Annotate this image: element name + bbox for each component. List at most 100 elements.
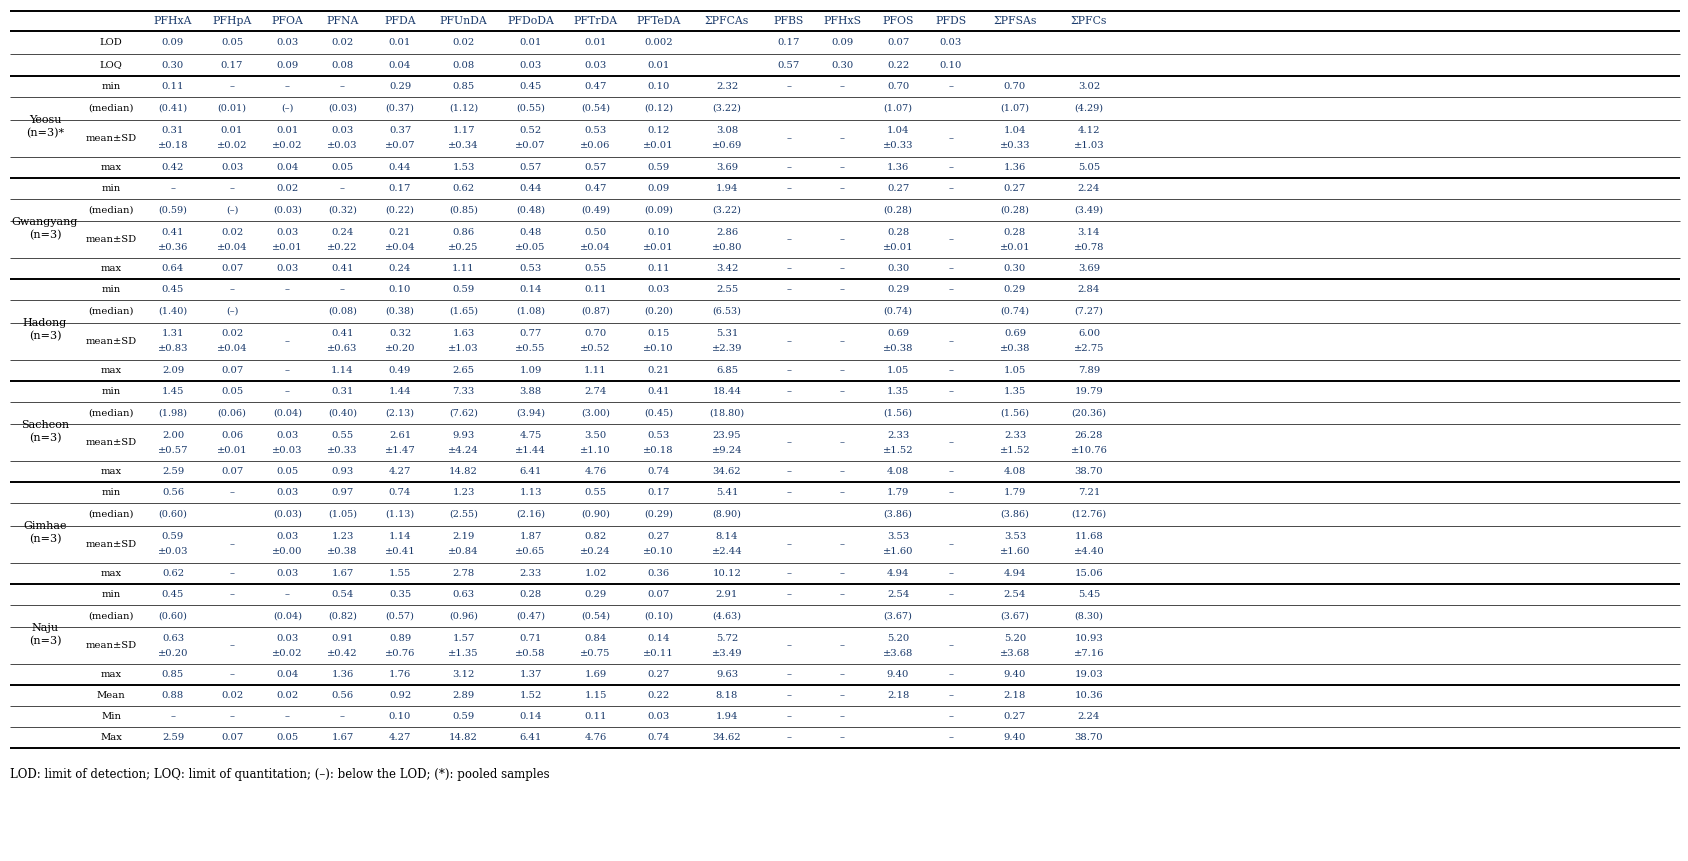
Text: Mean: Mean	[96, 691, 125, 700]
Text: 2.33: 2.33	[1004, 430, 1026, 440]
Text: 3.12: 3.12	[452, 670, 474, 679]
Text: ±0.18: ±0.18	[643, 446, 674, 455]
Text: 0.21: 0.21	[647, 366, 670, 375]
Text: –: –	[949, 438, 954, 447]
Text: –: –	[839, 590, 844, 598]
Text: (0.54): (0.54)	[581, 104, 609, 113]
Text: 7.33: 7.33	[452, 387, 474, 396]
Text: min: min	[101, 285, 120, 294]
Text: –: –	[949, 183, 954, 193]
Text: 0.03: 0.03	[584, 60, 606, 70]
Text: –: –	[949, 285, 954, 294]
Text: –: –	[787, 569, 792, 578]
Text: –: –	[230, 590, 235, 598]
Text: min: min	[101, 387, 120, 396]
Text: ±9.24: ±9.24	[712, 446, 743, 455]
Text: 0.88: 0.88	[162, 691, 184, 700]
Text: 0.59: 0.59	[162, 532, 184, 542]
Text: ±0.63: ±0.63	[327, 344, 358, 353]
Text: 0.47: 0.47	[584, 183, 606, 193]
Text: (1.08): (1.08)	[517, 307, 545, 316]
Text: 0.44: 0.44	[520, 183, 542, 193]
Text: 0.02: 0.02	[221, 691, 243, 700]
Text: 0.002: 0.002	[645, 38, 674, 47]
Text: ±2.39: ±2.39	[712, 344, 743, 353]
Text: 0.02: 0.02	[277, 691, 299, 700]
Text: 6.85: 6.85	[716, 366, 738, 375]
Text: –: –	[230, 569, 235, 578]
Text: 1.52: 1.52	[520, 691, 542, 700]
Text: 3.69: 3.69	[1079, 264, 1101, 273]
Text: –: –	[839, 235, 844, 245]
Text: min: min	[101, 83, 120, 91]
Text: 19.03: 19.03	[1075, 670, 1104, 679]
Text: –: –	[787, 540, 792, 548]
Text: ±0.01: ±0.01	[883, 243, 913, 251]
Text: 1.76: 1.76	[388, 670, 412, 679]
Text: ±1.35: ±1.35	[449, 648, 479, 658]
Text: LOD: LOD	[100, 38, 122, 47]
Text: ±0.04: ±0.04	[385, 243, 415, 251]
Text: –: –	[285, 387, 290, 396]
Text: –: –	[949, 641, 954, 650]
Text: PFOA: PFOA	[272, 16, 304, 26]
Text: 0.37: 0.37	[388, 127, 412, 135]
Text: mean±SD: mean±SD	[86, 133, 137, 143]
Text: 0.02: 0.02	[277, 183, 299, 193]
Text: (0.96): (0.96)	[449, 611, 478, 621]
Text: –: –	[949, 468, 954, 476]
Text: ±0.22: ±0.22	[327, 243, 358, 251]
Text: ±2.44: ±2.44	[712, 547, 743, 556]
Text: 0.03: 0.03	[277, 228, 299, 237]
Text: ±0.41: ±0.41	[385, 547, 415, 556]
Text: 4.12: 4.12	[1077, 127, 1101, 135]
Text: ±1.44: ±1.44	[515, 446, 545, 455]
Text: 0.10: 0.10	[647, 83, 670, 91]
Text: (3.67): (3.67)	[1001, 611, 1030, 621]
Text: (0.45): (0.45)	[645, 408, 674, 418]
Text: ±0.36: ±0.36	[157, 243, 187, 251]
Text: 9.40: 9.40	[886, 670, 910, 679]
Text: 0.55: 0.55	[584, 488, 606, 498]
Text: mean±SD: mean±SD	[86, 235, 137, 245]
Text: 0.03: 0.03	[648, 285, 670, 294]
Text: (0.87): (0.87)	[581, 307, 609, 316]
Text: (3.00): (3.00)	[581, 408, 609, 418]
Text: (0.85): (0.85)	[449, 206, 478, 214]
Text: –: –	[949, 590, 954, 598]
Text: 0.30: 0.30	[830, 60, 852, 70]
Text: (0.55): (0.55)	[517, 104, 545, 113]
Text: 0.36: 0.36	[648, 569, 670, 578]
Text: 0.85: 0.85	[452, 83, 474, 91]
Text: (–): (–)	[226, 307, 238, 316]
Text: 0.03: 0.03	[277, 38, 299, 47]
Text: 0.05: 0.05	[331, 163, 353, 171]
Text: 2.54: 2.54	[1004, 590, 1026, 598]
Text: LOQ: LOQ	[100, 60, 123, 70]
Text: mean±SD: mean±SD	[86, 540, 137, 548]
Text: ±0.04: ±0.04	[581, 243, 611, 251]
Text: max: max	[101, 670, 122, 679]
Text: 0.31: 0.31	[162, 127, 184, 135]
Text: 2.33: 2.33	[886, 430, 910, 440]
Text: 0.17: 0.17	[647, 488, 670, 498]
Text: (3.86): (3.86)	[883, 510, 913, 519]
Text: 0.31: 0.31	[331, 387, 354, 396]
Text: 4.27: 4.27	[388, 734, 412, 742]
Text: 0.14: 0.14	[647, 634, 670, 643]
Text: 0.62: 0.62	[452, 183, 474, 193]
Text: 8.18: 8.18	[716, 691, 738, 700]
Text: ±1.03: ±1.03	[449, 344, 479, 353]
Text: 0.53: 0.53	[648, 430, 670, 440]
Text: 0.53: 0.53	[584, 127, 606, 135]
Text: –: –	[839, 734, 844, 742]
Text: 0.92: 0.92	[388, 691, 412, 700]
Text: 0.29: 0.29	[388, 83, 412, 91]
Text: 3.88: 3.88	[520, 387, 542, 396]
Text: –: –	[787, 163, 792, 171]
Text: ±0.55: ±0.55	[515, 344, 545, 353]
Text: ±0.20: ±0.20	[385, 344, 415, 353]
Text: 0.74: 0.74	[647, 734, 670, 742]
Text: (0.37): (0.37)	[385, 104, 415, 113]
Text: 0.03: 0.03	[277, 488, 299, 498]
